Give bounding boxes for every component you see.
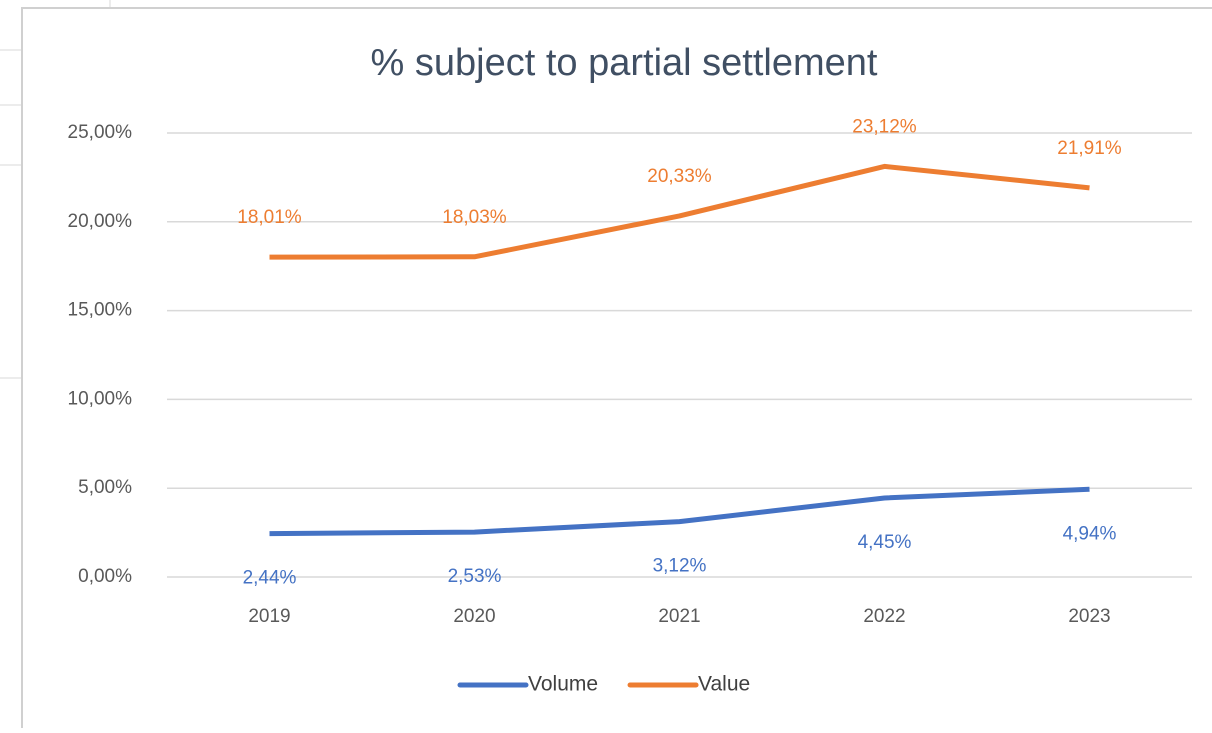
y-tick-label: 25,00%: [68, 122, 133, 143]
legend-label: Volume: [528, 673, 598, 696]
y-tick-label: 20,00%: [68, 211, 133, 232]
y-tick-label: 15,00%: [68, 300, 133, 321]
legend-label: Value: [698, 673, 750, 696]
x-tick-label: 2023: [1068, 606, 1110, 627]
data-label: 18,03%: [442, 207, 507, 228]
sheet-background: [0, 0, 111, 379]
data-label: 3,12%: [653, 556, 707, 577]
y-tick-label: 10,00%: [68, 388, 133, 409]
data-label: 18,01%: [237, 207, 302, 228]
y-tick-label: 0,00%: [78, 566, 132, 587]
y-tick-label: 5,00%: [78, 477, 132, 498]
x-tick-label: 2022: [863, 606, 905, 627]
data-label: 2,44%: [243, 568, 297, 589]
data-label: 23,12%: [852, 116, 917, 137]
x-tick-label: 2019: [248, 606, 290, 627]
series-line: [269, 163, 1090, 260]
chart-border: [21, 7, 1212, 733]
data-label: 2,53%: [448, 566, 502, 587]
data-label: 21,91%: [1057, 138, 1122, 159]
data-label: 4,45%: [858, 532, 912, 553]
x-tick-label: 2020: [453, 606, 495, 627]
series-line: [269, 486, 1090, 537]
x-tick-label: 2021: [658, 606, 700, 627]
data-label: 4,94%: [1063, 523, 1117, 544]
data-label: 20,33%: [647, 166, 712, 187]
chart-title: % subject to partial settlement: [371, 42, 878, 84]
